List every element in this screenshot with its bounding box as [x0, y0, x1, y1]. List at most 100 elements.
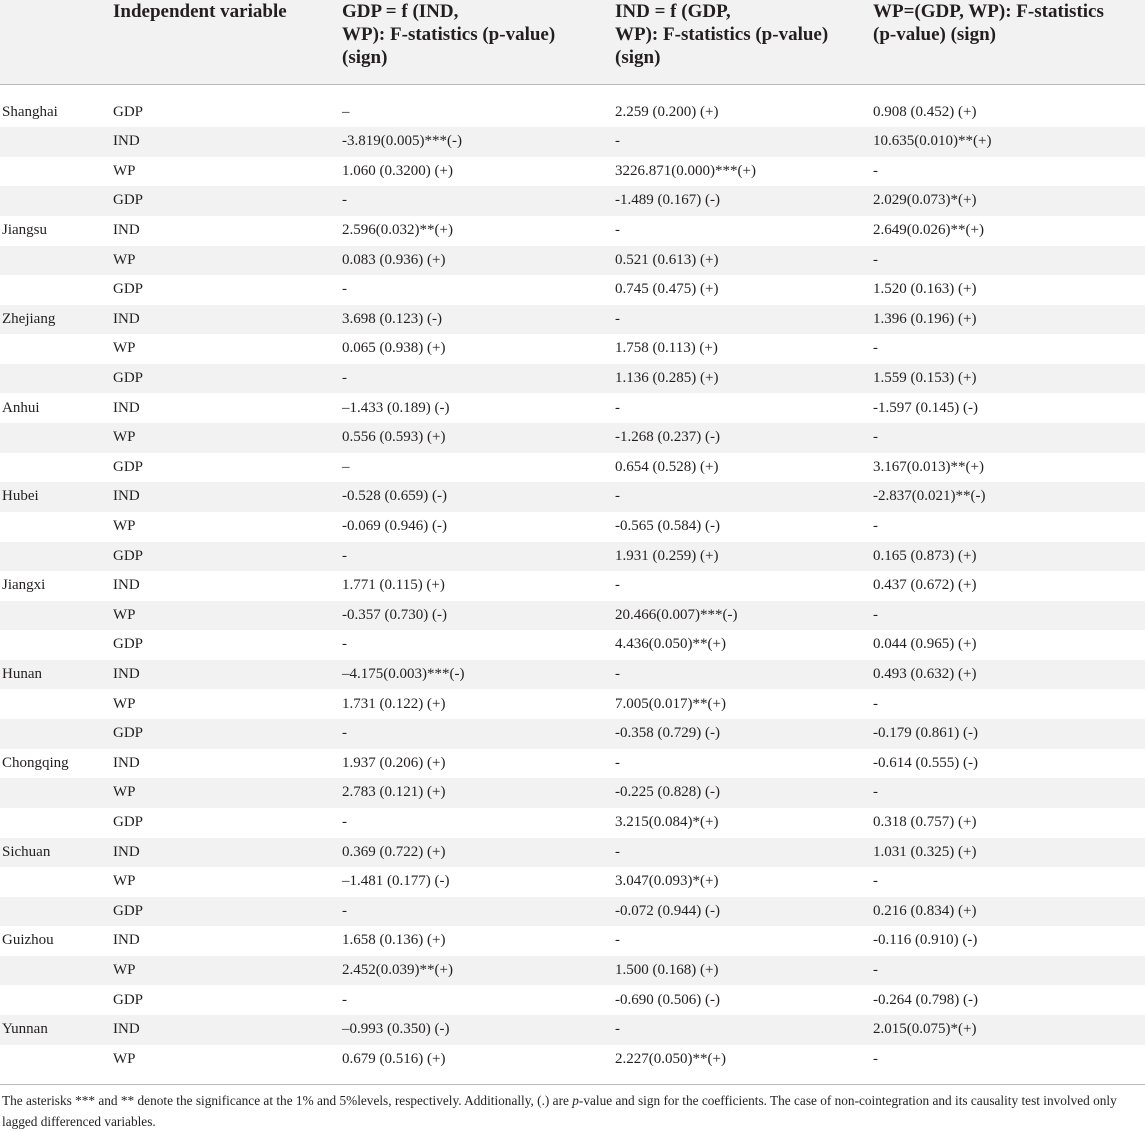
table-row: Zhejiang IND 3.698 (0.123) (-) - 1.396 (0.19… — [0, 304, 1145, 335]
variable-cell: IND — [113, 133, 140, 150]
header-rule — [0, 84, 1145, 85]
region-cell: Guizhou — [2, 932, 54, 949]
variable-cell: GDP — [113, 991, 144, 1008]
wp-equation-cell: 2.029(0.073)*(+) — [873, 192, 977, 209]
gdp-equation-cell: 1.771 (0.115) (+) — [342, 577, 445, 594]
table-row: GDP - 0.745 (0.475) (+) 1.520 (0.163) (+) — [0, 275, 1145, 305]
variable-cell: GDP — [113, 636, 144, 653]
wp-equation-cell: -0.179 (0.861) (-) — [873, 725, 978, 742]
ind-equation-cell: 1.136 (0.285) (+) — [615, 369, 719, 386]
gdp-equation-cell: - — [342, 902, 347, 919]
footnote-text: The asterisks *** and ** denote the sign… — [2, 1093, 573, 1108]
table-row: WP 2.452(0.039)**(+) 1.500 (0.168) (+) - — [0, 955, 1145, 986]
gdp-equation-cell: 0.083 (0.936) (+) — [342, 251, 446, 268]
variable-cell: GDP — [113, 281, 144, 298]
variable-cell: WP — [113, 517, 136, 534]
wp-equation-cell: -0.614 (0.555) (-) — [873, 754, 978, 771]
ind-equation-cell: - — [615, 133, 620, 150]
variable-cell: WP — [113, 695, 136, 712]
region-cell: Shanghai — [2, 103, 58, 120]
variable-cell: IND — [113, 843, 140, 860]
variable-cell: IND — [113, 221, 140, 238]
wp-equation-cell: - — [873, 340, 878, 357]
header-line: WP): F-statistics (p-value) — [615, 24, 829, 45]
ind-equation-cell: 0.745 (0.475) (+) — [615, 281, 719, 298]
gdp-equation-cell: 2.783 (0.121) (+) — [342, 784, 446, 801]
table-row: WP 0.679 (0.516) (+) 2.227(0.050)**(+) - — [0, 1045, 1145, 1075]
table-row: GDP - -0.358 (0.729) (-) -0.179 (0.861) (-) — [0, 719, 1145, 749]
variable-cell: WP — [113, 784, 136, 801]
wp-equation-cell: 0.044 (0.965) (+) — [873, 636, 977, 653]
ind-equation-cell: - — [615, 1021, 620, 1038]
table-row: WP -0.069 (0.946) (-) -0.565 (0.584) (-) - — [0, 512, 1145, 542]
wp-equation-cell: 2.015(0.075)*(+) — [873, 1021, 977, 1038]
table-footnote: The asterisks *** and ** denote the sign… — [2, 1090, 1140, 1132]
table-header: Independent variable GDP = f (IND, WP): … — [0, 0, 1145, 84]
ind-equation-cell: - — [615, 310, 620, 327]
wp-equation-cell: 0.216 (0.834) (+) — [873, 902, 977, 919]
table-row: GDP - 3.215(0.084)*(+) 0.318 (0.757) (+) — [0, 808, 1145, 838]
region-cell: Chongqing — [2, 754, 69, 771]
table-row: WP –1.481 (0.177) (-) 3.047(0.093)*(+) - — [0, 867, 1145, 897]
ind-equation-cell: -1.268 (0.237) (-) — [615, 429, 720, 446]
ind-equation-cell: -0.565 (0.584) (-) — [615, 517, 720, 534]
variable-cell: IND — [113, 932, 140, 949]
header-line: (sign) — [342, 47, 388, 68]
wp-equation-cell: - — [873, 429, 878, 446]
wp-equation-cell: 0.908 (0.452) (+) — [873, 103, 977, 120]
ind-equation-cell: 7.005(0.017)**(+) — [615, 695, 726, 712]
table-row: GDP - 4.436(0.050)**(+) 0.044 (0.965) (+) — [0, 630, 1145, 660]
table-row: GDP - -0.072 (0.944) (-) 0.216 (0.834) (+) — [0, 896, 1145, 927]
wp-equation-cell: - — [873, 695, 878, 712]
gdp-equation-cell: - — [342, 369, 347, 386]
gdp-equation-cell: 3.698 (0.123) (-) — [342, 310, 442, 327]
footnote-italic: p — [572, 1093, 579, 1108]
ind-equation-cell: - — [615, 577, 620, 594]
ind-equation-cell: -1.489 (0.167) (-) — [615, 192, 720, 209]
ind-equation-cell: 1.758 (0.113) (+) — [615, 340, 718, 357]
region-cell: Hunan — [2, 665, 42, 682]
wp-equation-cell: - — [873, 784, 878, 801]
variable-cell: IND — [113, 577, 140, 594]
gdp-equation-cell: - — [342, 636, 347, 653]
region-cell: Hubei — [2, 488, 39, 505]
table-row: Anhui IND –1.433 (0.189) (-) - -1.597 (0.145… — [0, 394, 1145, 424]
ind-equation-cell: -0.225 (0.828) (-) — [615, 784, 720, 801]
ind-equation-cell: 3226.871(0.000)***(+) — [615, 162, 756, 179]
table-row: Jiangxi IND 1.771 (0.115) (+) - 0.437 (0.672… — [0, 571, 1145, 601]
variable-cell: WP — [113, 961, 136, 978]
wp-equation-cell: 2.649(0.026)**(+) — [873, 221, 984, 238]
gdp-equation-cell: - — [342, 725, 347, 742]
wp-equation-cell: - — [873, 1050, 878, 1067]
gdp-equation-cell: 1.658 (0.136) (+) — [342, 932, 446, 949]
gdp-equation-cell: -0.069 (0.946) (-) — [342, 517, 447, 534]
gdp-equation-cell: - — [342, 813, 347, 830]
wp-equation-cell: -0.264 (0.798) (-) — [873, 991, 978, 1008]
wp-equation-cell: -1.597 (0.145) (-) — [873, 399, 978, 416]
wp-equation-cell: - — [873, 517, 878, 534]
header-line: GDP = f (IND, — [342, 1, 459, 22]
variable-cell: GDP — [113, 369, 144, 386]
ind-equation-cell: 1.931 (0.259) (+) — [615, 547, 719, 564]
bottom-rule — [0, 1084, 1145, 1085]
ind-equation-cell: 3.215(0.084)*(+) — [615, 813, 719, 830]
variable-cell: WP — [113, 340, 136, 357]
ind-equation-cell: -0.072 (0.944) (-) — [615, 902, 720, 919]
table-row: GDP - 1.931 (0.259) (+) 0.165 (0.873) (+) — [0, 541, 1145, 572]
wp-equation-cell: 1.520 (0.163) (+) — [873, 281, 977, 298]
table-row: WP 1.731 (0.122) (+) 7.005(0.017)**(+) - — [0, 690, 1145, 720]
table-row: IND -3.819(0.005)***(-) - 10.635(0.010)**(+… — [0, 127, 1145, 157]
ind-equation-cell: 3.047(0.093)*(+) — [615, 873, 719, 890]
variable-cell: IND — [113, 1021, 140, 1038]
gdp-equation-cell: - — [342, 281, 347, 298]
variable-cell: GDP — [113, 547, 144, 564]
table-row: Hubei IND -0.528 (0.659) (-) - -2.837(0.021)… — [0, 482, 1145, 512]
variable-cell: WP — [113, 1050, 136, 1067]
table-row: WP 1.060 (0.3200) (+) 3226.871(0.000)***(+… — [0, 157, 1145, 187]
gdp-equation-cell: -0.528 (0.659) (-) — [342, 488, 447, 505]
table-row: GDP - 1.136 (0.285) (+) 1.559 (0.153) (+) — [0, 363, 1145, 394]
region-cell: Jiangxi — [2, 577, 46, 594]
gdp-equation-cell: -0.357 (0.730) (-) — [342, 606, 447, 623]
ind-equation-cell: - — [615, 221, 620, 238]
header-line: WP): F-statistics (p-value) — [342, 24, 556, 45]
